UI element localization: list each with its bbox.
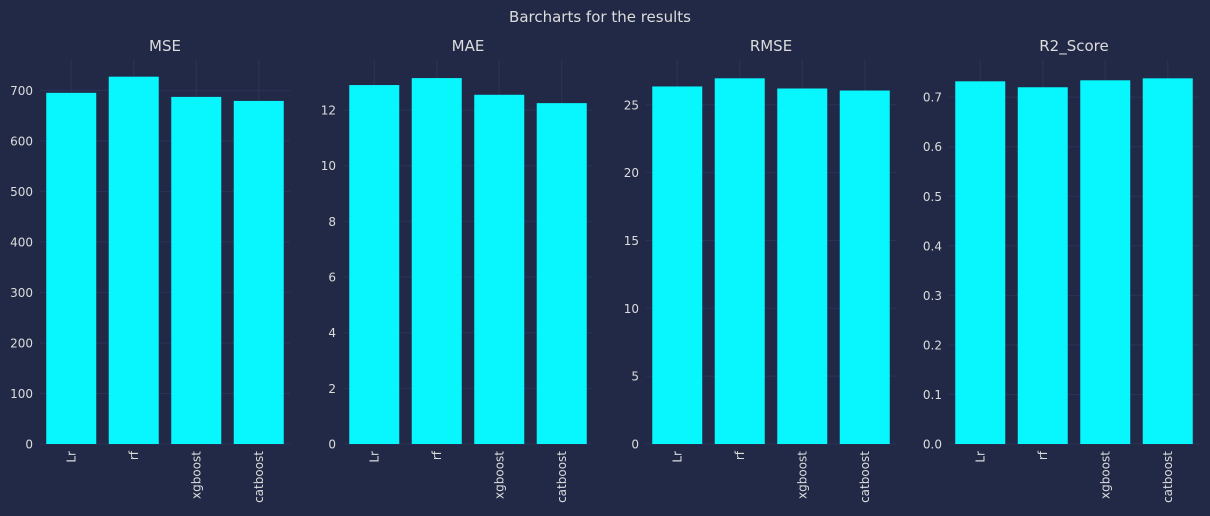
y-tick-label: 0.0 xyxy=(923,438,942,452)
bar-xgboost xyxy=(474,94,525,445)
y-tick-label: 25 xyxy=(624,98,639,112)
panel-title: MAE xyxy=(452,37,485,55)
chart-panel-r2-score: 0.0 0.1 0.2 0.3 0.4 0.5 0.6 0.7 Lr rf xgboost catbo… xyxy=(923,37,1199,503)
y-tick-label: 0.6 xyxy=(923,140,942,154)
bar-lr xyxy=(46,92,97,444)
y-tick-label: 0.3 xyxy=(923,289,942,303)
chart-panel-rmse: 0 5 10 15 20 25 Lr rf xgboost catboost RMSE xyxy=(624,37,896,503)
y-tick-label: 15 xyxy=(624,234,639,248)
x-tick-label: Lr xyxy=(64,451,78,463)
x-tick-label: xgboost xyxy=(492,451,506,499)
x-tick-label: Lr xyxy=(973,451,987,463)
y-tick-label: 300 xyxy=(10,286,33,300)
x-tick-label: catboost xyxy=(858,451,872,503)
y-tick-label: 20 xyxy=(624,166,639,180)
y-tick-label: 0.4 xyxy=(923,239,942,253)
x-tick-label: catboost xyxy=(1161,451,1175,503)
y-tick-label: 400 xyxy=(10,235,33,249)
x-tick-label: rf xyxy=(430,450,444,460)
y-tick-label: 0 xyxy=(328,438,336,452)
y-tick-label: 0.1 xyxy=(923,388,942,402)
bar-catboost xyxy=(233,100,284,444)
y-tick-label: 10 xyxy=(624,302,639,316)
bar-xgboost xyxy=(1080,80,1131,444)
x-tick-label: catboost xyxy=(252,451,266,503)
x-tick-label: Lr xyxy=(670,451,684,463)
y-tick-label: 500 xyxy=(10,185,33,199)
x-tick-label: rf xyxy=(1036,450,1050,460)
chart-panel-mse: 0 100 200 300 400 500 600 700 Lr rf xgboost catboos… xyxy=(10,37,290,503)
bar-rf xyxy=(411,78,462,444)
y-tick-label: 6 xyxy=(328,271,336,285)
chart-panel-mae: 0 2 4 6 8 10 12 Lr rf xgboost catboost MAE xyxy=(321,37,593,503)
bar-catboost xyxy=(839,90,890,445)
x-tick-label: xgboost xyxy=(189,451,203,499)
x-tick-label: xgboost xyxy=(795,451,809,499)
y-tick-label: 10 xyxy=(321,159,336,173)
y-tick-label: 700 xyxy=(10,84,33,98)
x-tick-label: xgboost xyxy=(1098,451,1112,499)
bar-catboost xyxy=(536,103,587,444)
bar-lr xyxy=(955,81,1006,444)
panel-title: RMSE xyxy=(750,37,792,55)
x-tick-label: rf xyxy=(733,450,747,460)
y-tick-label: 200 xyxy=(10,336,33,350)
bar-rf xyxy=(714,78,765,444)
y-tick-label: 2 xyxy=(328,382,336,396)
y-tick-label: 5 xyxy=(631,370,639,384)
y-tick-label: 100 xyxy=(10,387,33,401)
bar-xgboost xyxy=(171,96,222,444)
y-tick-label: 600 xyxy=(10,134,33,148)
y-tick-label: 12 xyxy=(321,104,336,118)
y-tick-label: 0 xyxy=(25,438,33,452)
panel-title: MSE xyxy=(149,37,181,55)
bar-lr xyxy=(652,86,703,445)
bar-xgboost xyxy=(777,88,828,445)
y-tick-label: 0.7 xyxy=(923,91,942,105)
bar-catboost xyxy=(1142,78,1193,445)
figure-title: Barcharts for the results xyxy=(509,8,691,26)
y-tick-label: 0.5 xyxy=(923,190,942,204)
bar-lr xyxy=(349,85,400,444)
y-tick-label: 0.2 xyxy=(923,338,942,352)
x-tick-label: catboost xyxy=(555,451,569,503)
bar-rf xyxy=(1017,87,1068,444)
x-tick-label: Lr xyxy=(367,451,381,463)
y-tick-label: 0 xyxy=(631,438,639,452)
panel-title: R2_Score xyxy=(1039,37,1108,56)
y-tick-label: 8 xyxy=(328,215,336,229)
x-tick-label: rf xyxy=(127,450,141,460)
bar-rf xyxy=(108,76,159,445)
y-tick-label: 4 xyxy=(328,326,336,340)
